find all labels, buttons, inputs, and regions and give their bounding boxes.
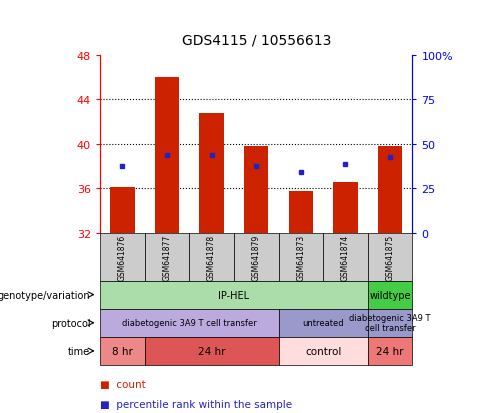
Text: GSM641875: GSM641875 <box>386 234 395 280</box>
Bar <box>288 191 313 233</box>
Text: GSM641878: GSM641878 <box>207 234 216 280</box>
Text: GSM641876: GSM641876 <box>118 234 127 280</box>
Bar <box>199 114 224 233</box>
Text: GDS4115 / 10556613: GDS4115 / 10556613 <box>182 33 331 47</box>
Text: GSM641874: GSM641874 <box>341 234 350 280</box>
Bar <box>155 78 179 233</box>
Text: time: time <box>68 346 90 356</box>
Text: IP-HEL: IP-HEL <box>218 290 249 300</box>
Text: GSM641873: GSM641873 <box>296 234 305 280</box>
Bar <box>378 147 402 233</box>
Text: control: control <box>305 346 341 356</box>
Text: wildtype: wildtype <box>369 290 411 300</box>
Bar <box>110 188 135 233</box>
Text: ■  percentile rank within the sample: ■ percentile rank within the sample <box>100 399 292 409</box>
Text: 24 hr: 24 hr <box>198 346 225 356</box>
Text: protocol: protocol <box>51 318 90 328</box>
Text: untreated: untreated <box>302 318 344 328</box>
Text: 24 hr: 24 hr <box>376 346 404 356</box>
Text: diabetogenic 3A9 T cell transfer: diabetogenic 3A9 T cell transfer <box>122 318 257 328</box>
Bar <box>333 182 358 233</box>
Bar <box>244 147 268 233</box>
Text: genotype/variation: genotype/variation <box>0 290 90 300</box>
Text: ■  count: ■ count <box>100 379 146 389</box>
Text: GSM641879: GSM641879 <box>252 234 261 280</box>
Text: GSM641877: GSM641877 <box>163 234 171 280</box>
Text: diabetogenic 3A9 T
cell transfer: diabetogenic 3A9 T cell transfer <box>349 313 431 332</box>
Text: 8 hr: 8 hr <box>112 346 133 356</box>
